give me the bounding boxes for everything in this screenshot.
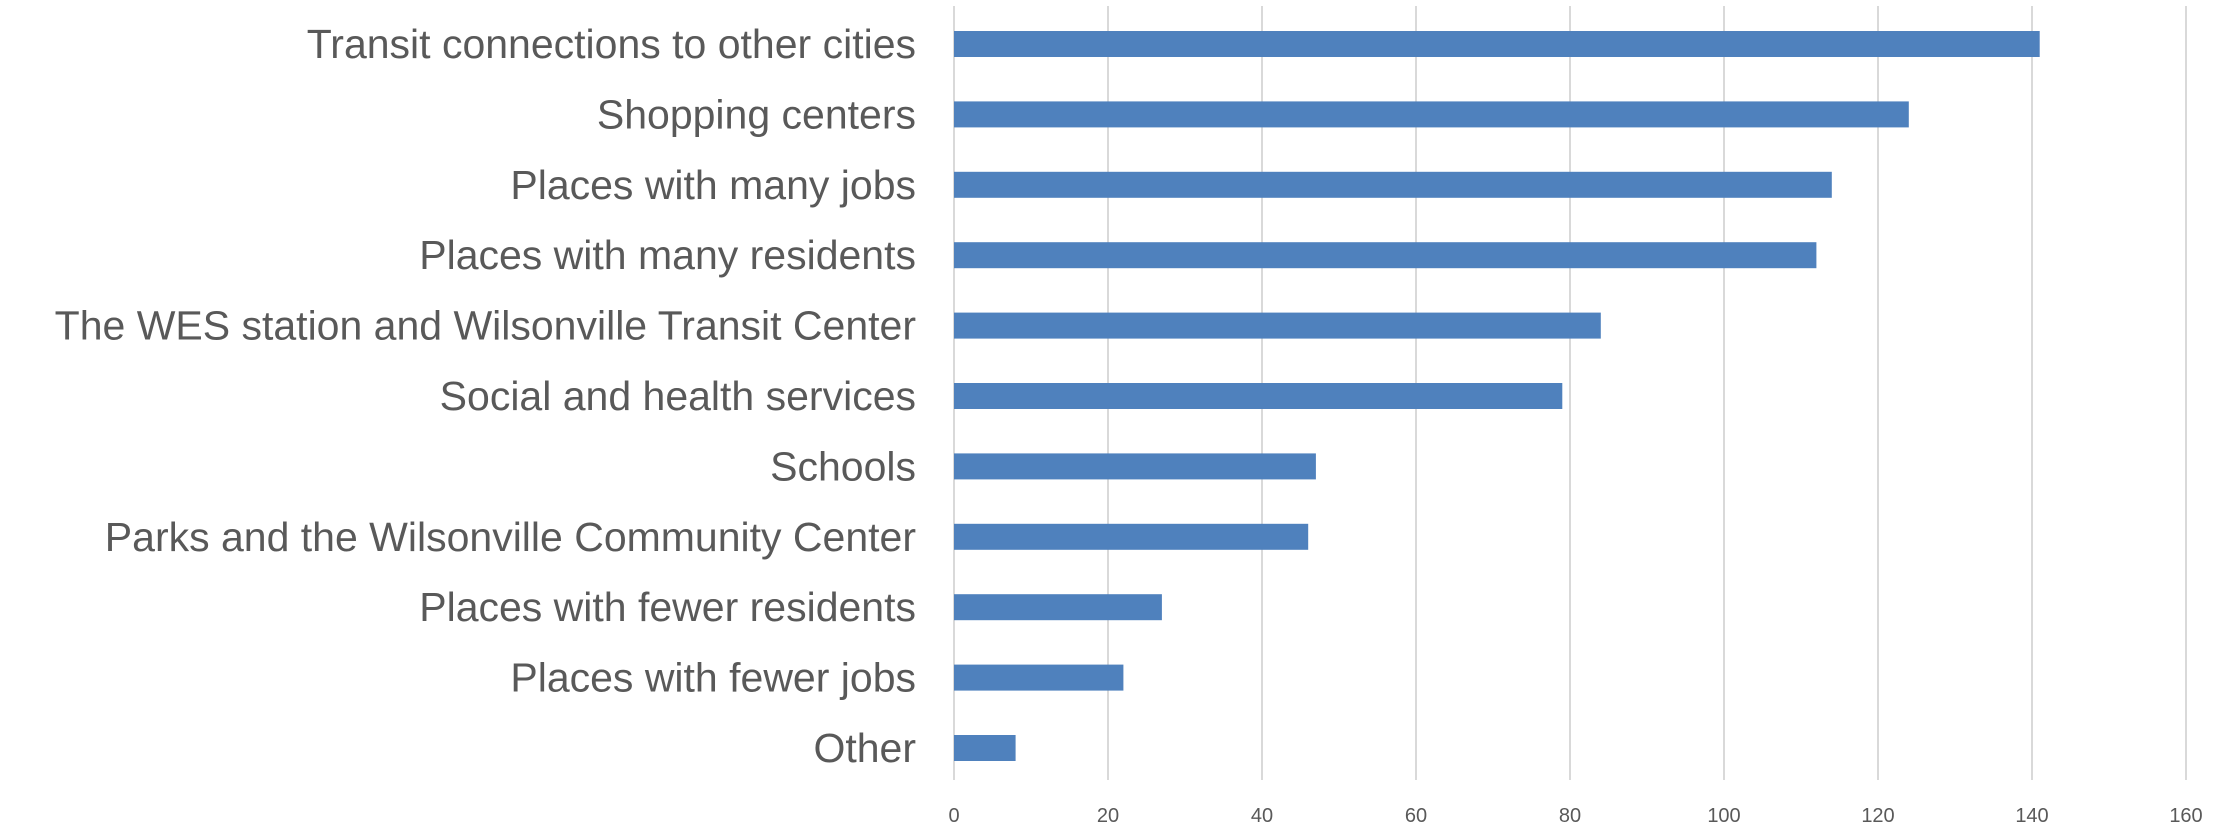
bar xyxy=(954,101,1909,128)
bars xyxy=(954,31,2040,761)
category-label: Places with fewer residents xyxy=(419,584,916,630)
x-tick-label: 120 xyxy=(1861,805,1894,827)
bar xyxy=(954,312,1601,339)
category-label: Social and health services xyxy=(440,373,916,419)
category-label: Places with many residents xyxy=(419,232,916,278)
bar xyxy=(954,31,2040,57)
bar xyxy=(954,664,1124,691)
bar xyxy=(954,171,1832,198)
category-label: Schools xyxy=(770,443,916,489)
x-tick-label: 60 xyxy=(1405,805,1427,827)
category-labels: Transit connections to other cities Shopp… xyxy=(55,21,916,771)
x-tick-label: 40 xyxy=(1251,805,1273,827)
bar xyxy=(954,242,1817,269)
category-label: Other xyxy=(813,725,916,771)
x-tick-label: 20 xyxy=(1097,805,1119,827)
category-label: Places with many jobs xyxy=(510,162,916,208)
x-tick-label: 140 xyxy=(2015,805,2048,827)
bar xyxy=(954,735,1016,761)
x-tick-label: 160 xyxy=(2169,805,2202,827)
bar xyxy=(954,594,1162,621)
category-label: The WES station and Wilsonville Transit … xyxy=(55,303,916,349)
bar xyxy=(954,453,1316,480)
category-label: Places with fewer jobs xyxy=(510,655,916,701)
gridlines xyxy=(953,6,2187,780)
category-label: Transit connections to other cities xyxy=(307,21,916,67)
x-tick-label: 80 xyxy=(1559,805,1581,827)
category-label: Shopping centers xyxy=(597,91,916,137)
category-label: Parks and the Wilsonville Community Cent… xyxy=(105,514,916,560)
bar xyxy=(954,383,1563,409)
x-tick-label: 0 xyxy=(948,805,959,827)
bar xyxy=(954,523,1309,550)
x-tick-labels: 0 20 40 60 80 100 120 140 160 xyxy=(948,805,2202,827)
x-tick-label: 100 xyxy=(1707,805,1740,827)
